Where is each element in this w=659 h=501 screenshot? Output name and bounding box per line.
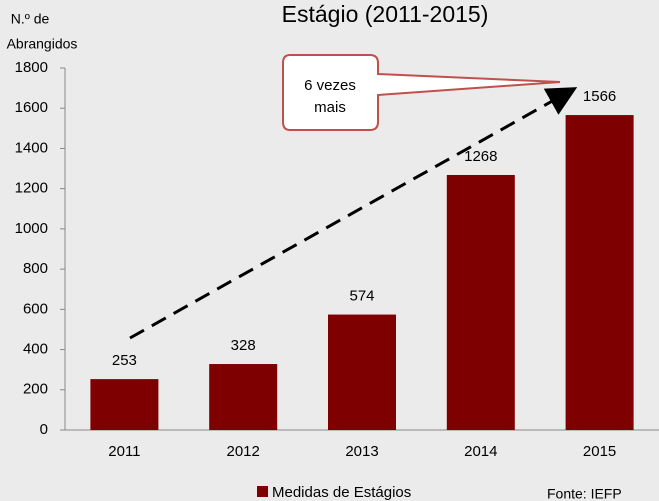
bar	[446, 174, 515, 430]
bar	[328, 314, 396, 430]
source: Fonte: IEFP	[547, 486, 622, 501]
data-label: 1566	[583, 88, 616, 105]
legend-swatch	[257, 486, 268, 497]
y-tick-label: 400	[23, 341, 48, 358]
legend-label: Medidas de Estágios	[272, 484, 411, 501]
chart-title: Estágio (2011-2015)	[282, 1, 489, 27]
y-axis-label: N.º de	[11, 11, 50, 27]
y-tick-label: 600	[23, 300, 48, 317]
bar	[90, 379, 159, 430]
x-tick-label: 2012	[227, 443, 260, 460]
y-tick-label: 800	[23, 260, 48, 277]
y-tick-label: 1000	[15, 220, 48, 237]
callout	[282, 54, 561, 131]
data-label: 253	[112, 352, 137, 369]
trend-arrow	[129, 87, 578, 340]
x-tick-label: 2013	[345, 443, 378, 460]
y-tick-label: 1200	[15, 180, 48, 197]
y-tick-label: 200	[23, 381, 48, 398]
y-tick-label: 0	[40, 421, 48, 438]
x-tick-label: 2011	[108, 443, 140, 460]
annotation: mais	[314, 99, 346, 116]
y-axis-label: Abrangidos	[7, 36, 78, 52]
data-label: 328	[231, 337, 256, 354]
x-tick-label: 2014	[464, 443, 497, 460]
bar	[565, 115, 634, 430]
y-tick-label: 1600	[15, 99, 48, 116]
data-label: 574	[349, 288, 374, 305]
y-tick-label: 1400	[15, 139, 48, 156]
bar	[209, 364, 278, 430]
annotation: 6 vezes	[304, 77, 356, 94]
data-label: 1268	[464, 148, 497, 165]
y-tick-label: 1800	[15, 59, 48, 76]
x-tick-label: 2015	[583, 443, 616, 460]
